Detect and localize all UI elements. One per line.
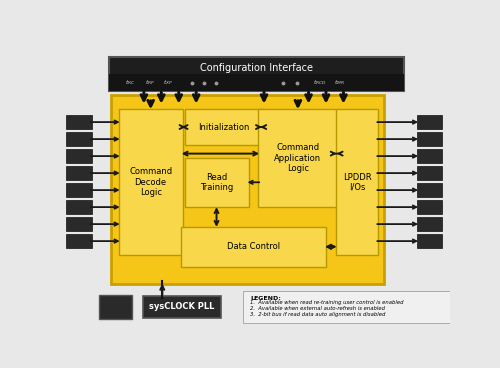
FancyBboxPatch shape — [118, 109, 182, 255]
Text: 1.  Available when read re-training user control is enabled: 1. Available when read re-training user … — [250, 300, 403, 305]
Text: LPDDR
I/Os: LPDDR I/Os — [342, 173, 372, 192]
FancyBboxPatch shape — [258, 109, 338, 207]
Text: $t_{XP}$: $t_{XP}$ — [163, 78, 173, 88]
FancyBboxPatch shape — [66, 217, 92, 231]
FancyBboxPatch shape — [109, 57, 404, 91]
FancyBboxPatch shape — [180, 227, 326, 266]
FancyBboxPatch shape — [66, 115, 92, 130]
FancyBboxPatch shape — [336, 109, 378, 255]
FancyBboxPatch shape — [109, 74, 404, 91]
Text: Data Control: Data Control — [227, 242, 280, 251]
Text: 2.  Available when external auto-refresh is enabled: 2. Available when external auto-refresh … — [250, 306, 384, 311]
FancyBboxPatch shape — [184, 109, 264, 145]
FancyBboxPatch shape — [66, 234, 92, 248]
Text: Read
Training: Read Training — [200, 173, 233, 192]
FancyBboxPatch shape — [66, 132, 92, 146]
FancyBboxPatch shape — [66, 183, 92, 198]
FancyBboxPatch shape — [142, 296, 220, 318]
FancyBboxPatch shape — [417, 217, 442, 231]
FancyBboxPatch shape — [100, 295, 132, 319]
Text: LEGEND:: LEGEND: — [250, 296, 282, 301]
FancyBboxPatch shape — [417, 149, 442, 163]
FancyBboxPatch shape — [66, 200, 92, 215]
FancyBboxPatch shape — [417, 200, 442, 215]
FancyBboxPatch shape — [417, 166, 442, 180]
Text: $t_{RP}$: $t_{RP}$ — [144, 78, 154, 88]
FancyBboxPatch shape — [242, 291, 450, 323]
FancyBboxPatch shape — [417, 234, 442, 248]
Text: $t_{MR}$: $t_{MR}$ — [334, 78, 345, 88]
FancyBboxPatch shape — [417, 115, 442, 130]
Text: Configuration Interface: Configuration Interface — [200, 63, 313, 72]
Text: Initialization: Initialization — [198, 123, 250, 131]
FancyBboxPatch shape — [417, 183, 442, 198]
FancyBboxPatch shape — [417, 132, 442, 146]
Text: sysCLOCK PLL: sysCLOCK PLL — [149, 302, 214, 311]
Text: 3.  2-bit bus if read data auto alignment is disabled: 3. 2-bit bus if read data auto alignment… — [250, 312, 385, 317]
FancyBboxPatch shape — [66, 166, 92, 180]
FancyBboxPatch shape — [66, 149, 92, 163]
Text: Command
Application
Logic: Command Application Logic — [274, 143, 322, 173]
FancyBboxPatch shape — [184, 158, 248, 207]
Text: $t_{RCD}$: $t_{RCD}$ — [314, 78, 327, 88]
Text: $t_{RC}$: $t_{RC}$ — [125, 78, 136, 88]
Text: Command
Decode
Logic: Command Decode Logic — [129, 167, 172, 197]
FancyBboxPatch shape — [111, 95, 384, 284]
